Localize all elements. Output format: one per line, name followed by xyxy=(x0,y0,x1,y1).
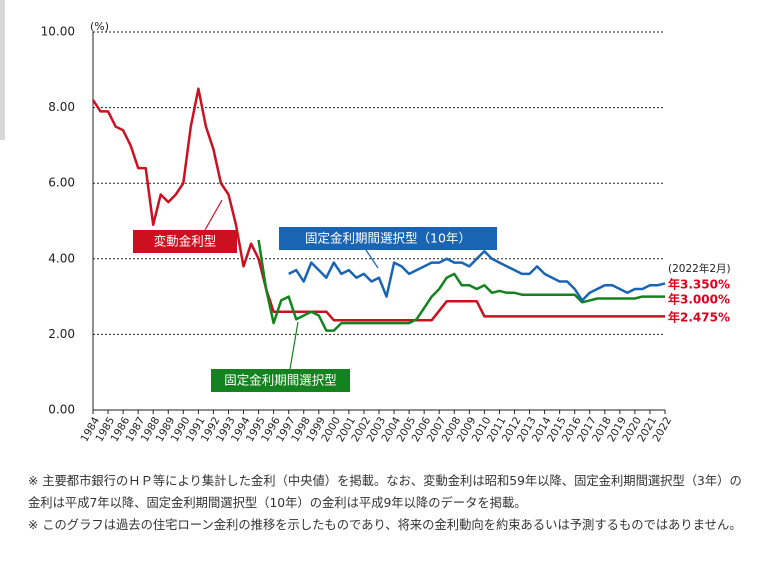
legend-box xyxy=(279,227,497,250)
legend-label: 変動金利型 xyxy=(154,234,217,249)
y-unit: (%) xyxy=(90,20,109,33)
chart: (%) 0.002.004.006.008.0010.0019841985198… xyxy=(41,20,731,444)
legend-box xyxy=(211,369,350,392)
note: ※ このグラフは過去の住宅ローン金利の推移を示したものであり、将来の金利動向を約… xyxy=(28,518,742,532)
series-line xyxy=(257,239,665,332)
callout-line xyxy=(289,321,299,370)
y-tick-label: 4.00 xyxy=(48,251,75,265)
y-tick-label: 10.00 xyxy=(41,25,75,39)
legend-label: 固定金利期間選択型 xyxy=(224,373,337,388)
callout-line xyxy=(204,199,223,231)
side-bar xyxy=(0,0,5,140)
note: ※ 主要都市銀行のＨＰ等により集計した金利（中央値）を掲載。なお、変動金利は昭和… xyxy=(28,474,742,510)
series-line xyxy=(91,87,665,322)
end-label: 年3.000% xyxy=(668,292,730,307)
y-tick-label: 6.00 xyxy=(48,176,75,190)
series-line xyxy=(288,249,666,302)
notes: ※ 主要都市銀行のＨＰ等により集計した金利（中央値）を掲載。なお、変動金利は昭和… xyxy=(28,470,750,536)
end-label: 年2.475% xyxy=(668,310,730,325)
y-tick-label: 8.00 xyxy=(48,100,75,114)
end-caption: (2022年2月) xyxy=(668,262,731,275)
end-label: 年3.350% xyxy=(668,277,730,292)
legend-box xyxy=(133,230,237,253)
y-tick-label: 0.00 xyxy=(48,403,75,417)
y-tick-label: 2.00 xyxy=(48,327,75,341)
legend-label: 固定金利期間選択型（10年） xyxy=(305,231,471,246)
callout-line xyxy=(365,249,379,269)
